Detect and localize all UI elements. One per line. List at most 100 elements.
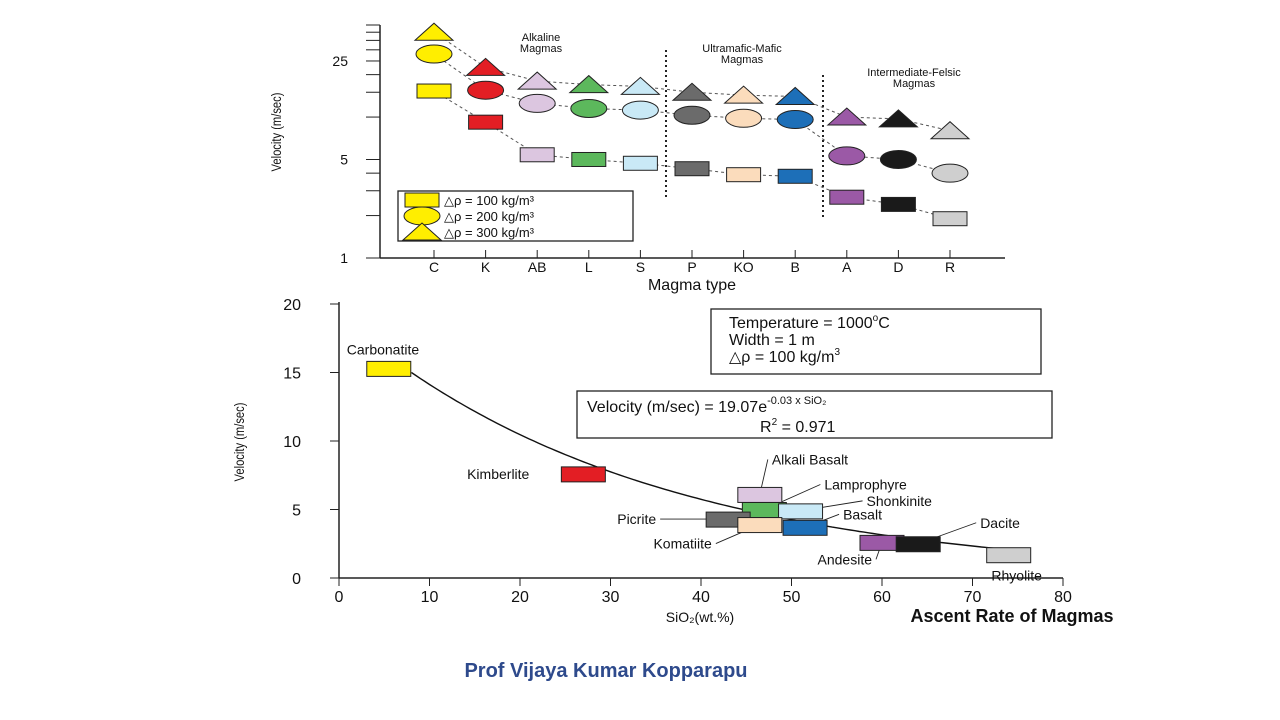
bottom-y-tick-label: 5 [292,503,301,520]
legend-triangle-icon [401,222,443,241]
label-basalt: Basalt [843,506,882,522]
marker-square-r [932,211,968,227]
bottom-x-ticks: 0 10 20 30 40 50 60 70 80 [335,578,1072,606]
marker-square-p [674,161,710,177]
point-basalt [782,519,828,536]
marker-circle-s [621,100,659,120]
top-x-tick-label: L [585,259,593,275]
top-x-tick-label: S [636,259,645,275]
marker-circle-c [415,44,453,64]
condition-width: Width = 1 m [729,332,815,349]
label-lamprophyre: Lamprophyre [824,477,907,493]
marker-triangle-c [413,22,455,41]
marker-circle-a [828,146,866,166]
marker-square-k [468,114,504,130]
top-x-tick-label: R [945,259,955,275]
magma-point-markers [366,360,1032,564]
top-series-markers [413,22,971,227]
top-x-tick-label: A [842,259,852,275]
marker-circle-ko [725,108,763,128]
top-legend: △ρ = 100 kg/m³△ρ = 200 kg/m³△ρ = 300 kg/… [397,190,634,242]
top-x-axis-title: Magma type [648,277,736,294]
r-squared: R2 = 0.971 [760,417,836,436]
marker-square-ko [726,167,762,183]
marker-triangle-l [568,74,610,94]
marker-circle-p [673,105,711,125]
legend-label: △ρ = 100 kg/m³ [444,193,535,208]
regression-equation: Velocity (m/sec) = 19.07e-0.03 x SiO₂ [587,395,826,416]
label-kimberlite: Kimberlite [467,466,529,482]
bottom-x-axis-title: SiO₂(wt.%) [666,609,734,625]
bottom-x-tick-label: 20 [511,589,529,606]
group-label-ultramafic: Ultramafic-Mafic [702,43,782,55]
top-x-tick-label: B [791,259,800,275]
legend-square-icon [404,192,440,208]
legend-label: △ρ = 200 kg/m³ [444,209,535,224]
top-y-tick-label: 1 [340,250,348,266]
conditions-frame [710,308,1042,375]
label-shonkinite: Shonkinite [867,493,933,509]
bottom-y-tick-label: 15 [283,366,301,383]
marker-triangle-k [465,57,506,76]
condition-density-contrast: △ρ = 100 kg/m3 [729,347,840,366]
top-y-tick-label: 5 [340,151,348,167]
legend-circle-icon [403,206,441,226]
bottom-y-tick-label: 20 [283,297,301,314]
bottom-x-tick-label: 50 [783,589,801,606]
bottom-y-tick-label: 0 [292,571,301,588]
bottom-x-tick-label: 70 [964,589,982,606]
marker-circle-ab [518,93,556,113]
marker-triangle-b [774,86,816,105]
point-kimberlite [560,466,606,483]
velocity-vs-silica-chart: 0 5 10 15 20 0 10 20 30 40 50 60 70 80 Carbonatite Ki… [232,297,1114,626]
top-y-tick-label: 25 [332,53,348,69]
marker-square-d [880,196,916,212]
bottom-x-tick-label: 80 [1054,589,1072,606]
label-dacite: Dacite [980,515,1020,531]
top-y-axis-title: Velocity (m/sec) [269,93,284,172]
label-picrite: Picrite [617,511,656,527]
group-label-alkaline-2: Magmas [520,43,563,55]
group-label-felsic-2: Magmas [893,78,936,90]
marker-triangle-d [878,109,919,128]
chart-title: Ascent Rate of Magmas [910,606,1113,626]
marker-square-c [416,83,452,99]
bottom-x-tick-label: 40 [692,589,710,606]
top-x-tick-label: D [893,259,903,275]
marker-square-b [777,168,813,184]
bottom-x-tick-label: 0 [335,589,344,606]
top-x-tick-label: KO [733,259,753,275]
point-dacite [895,536,941,553]
marker-triangle-p [671,82,713,101]
marker-triangle-ko [723,85,764,104]
marker-square-a [829,189,865,205]
top-x-tick-label: K [481,259,491,275]
point-shonkinite [778,503,824,520]
point-komatiite [737,517,783,534]
group-label-alkaline: Alkaline [522,32,561,44]
label-andesite: Andesite [818,551,873,567]
marker-triangle-s [620,76,661,95]
marker-circle-k [467,80,505,100]
bottom-y-ticks: 0 5 10 15 20 [283,297,339,588]
top-x-tick-label: P [687,259,696,275]
regression-equation-box: Velocity (m/sec) = 19.07e-0.03 x SiO₂ R2… [576,390,1053,439]
point-alkali-basalt [737,486,783,503]
marker-circle-r [931,163,969,183]
marker-triangle-r [929,121,971,140]
marker-triangle-a [826,107,868,126]
marker-circle-l [570,99,608,119]
top-x-tick-label: C [429,259,439,275]
point-carbonatite [366,360,412,377]
marker-square-l [571,151,607,167]
bottom-x-tick-label: 60 [873,589,891,606]
bottom-y-tick-label: 10 [283,434,301,451]
conditions-box: Temperature = 1000oC Width = 1 m △ρ = 10… [710,308,1042,375]
marker-square-s [622,155,658,171]
marker-square-ab [519,147,555,163]
bottom-y-axis-title: Velocity (m/sec) [232,403,247,482]
equation-frame [576,390,1053,439]
point-rhyolite [986,547,1032,564]
top-x-ticks: C K AB L S P KO B A D R [429,250,955,275]
